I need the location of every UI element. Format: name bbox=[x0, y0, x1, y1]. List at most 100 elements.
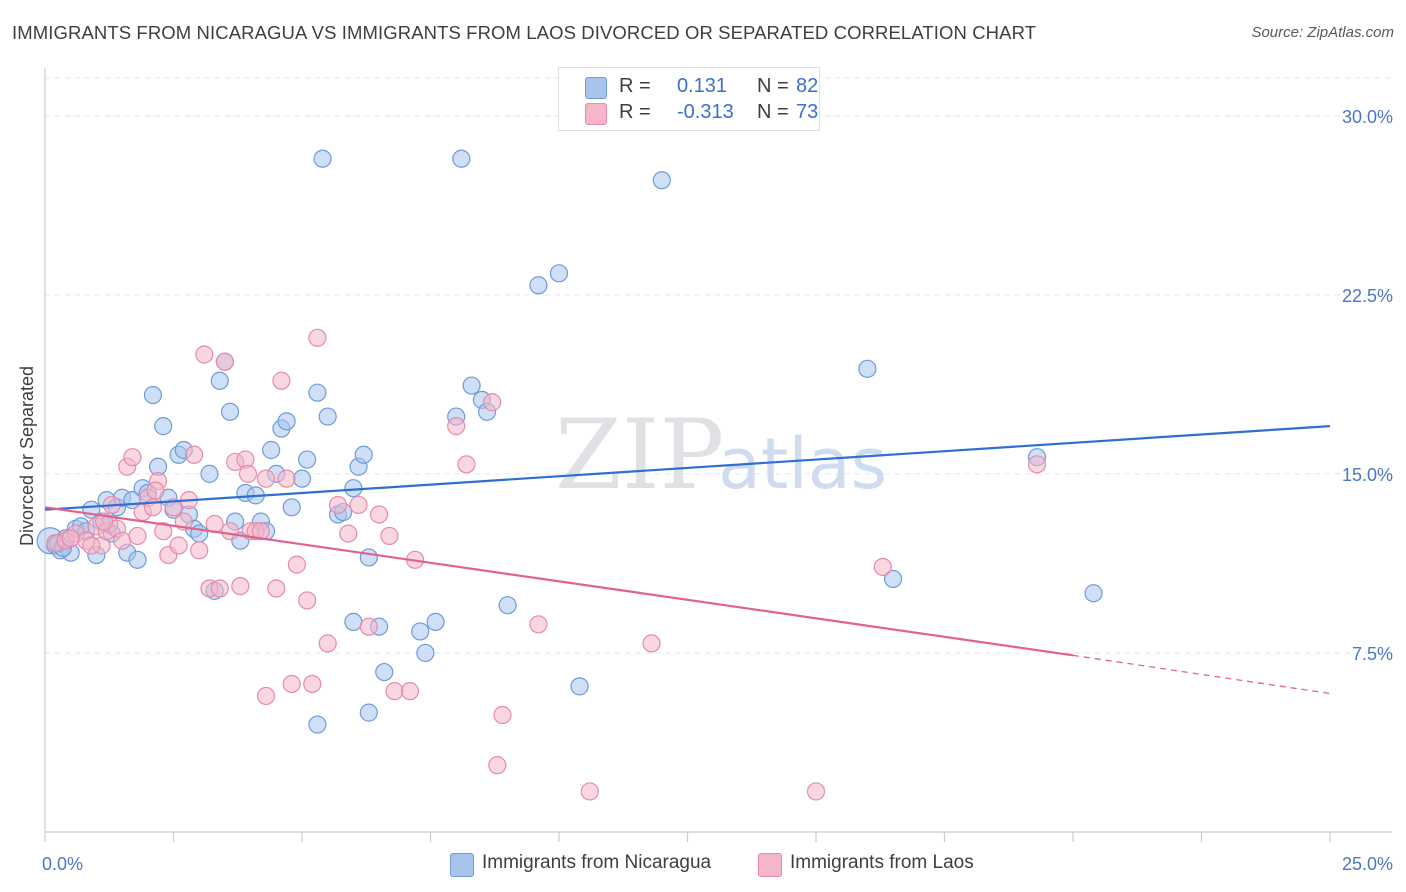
data-point bbox=[123, 448, 142, 467]
data-point bbox=[580, 782, 599, 801]
data-point bbox=[462, 376, 481, 395]
data-point bbox=[642, 634, 661, 653]
data-point bbox=[375, 662, 394, 682]
data-point bbox=[529, 276, 548, 295]
legend-swatch-laos bbox=[585, 103, 607, 125]
x-tick-label: 25.0% bbox=[1342, 854, 1393, 874]
data-point bbox=[570, 677, 589, 696]
data-point bbox=[210, 579, 229, 598]
data-point bbox=[1084, 584, 1103, 603]
legend-swatch-laos bbox=[758, 853, 782, 877]
data-point bbox=[200, 464, 219, 483]
legend-swatch-nicaragua bbox=[450, 853, 474, 877]
legend-n-value: 82 bbox=[796, 75, 819, 97]
data-point bbox=[498, 596, 517, 615]
data-point bbox=[220, 402, 240, 421]
data-point bbox=[416, 643, 435, 663]
legend-label-nicaragua: Immigrants from Nicaragua bbox=[482, 852, 712, 873]
data-point bbox=[215, 352, 234, 371]
data-point bbox=[262, 440, 281, 460]
data-point bbox=[128, 526, 147, 546]
data-point bbox=[318, 634, 337, 653]
series-laos-points bbox=[46, 328, 1047, 801]
data-point bbox=[380, 526, 399, 546]
legend-r-value: 0.131 bbox=[677, 75, 728, 97]
data-point bbox=[339, 524, 358, 543]
data-point bbox=[806, 782, 826, 801]
legend-swatch-nicaragua bbox=[585, 77, 607, 99]
legend-n-label: N = bbox=[757, 101, 789, 123]
data-point bbox=[549, 264, 569, 283]
data-point bbox=[483, 393, 502, 412]
source-label: Source: ZipAtlas.com bbox=[1251, 24, 1394, 41]
data-point bbox=[385, 682, 404, 701]
data-point bbox=[426, 612, 445, 632]
y-tick-label: 15.0% bbox=[1342, 465, 1393, 485]
data-point bbox=[370, 505, 389, 524]
data-point bbox=[344, 612, 363, 632]
data-point bbox=[349, 495, 368, 515]
data-point bbox=[195, 345, 214, 364]
watermark-zip: ZIP bbox=[555, 399, 724, 511]
data-point bbox=[359, 703, 378, 722]
data-point bbox=[282, 674, 301, 694]
data-point bbox=[883, 569, 903, 589]
data-point bbox=[82, 536, 101, 555]
data-point bbox=[359, 617, 378, 636]
data-point bbox=[231, 576, 250, 596]
data-point bbox=[220, 522, 240, 541]
data-point bbox=[143, 385, 163, 405]
axes bbox=[44, 68, 1392, 842]
grid-lines bbox=[45, 77, 1392, 654]
data-point bbox=[298, 591, 317, 610]
data-point bbox=[411, 622, 430, 641]
y-tick-label: 7.5% bbox=[1352, 644, 1393, 664]
data-point bbox=[308, 328, 327, 347]
data-point bbox=[328, 495, 348, 515]
data-point bbox=[164, 498, 183, 517]
data-point bbox=[318, 407, 337, 426]
data-point bbox=[154, 522, 173, 541]
data-point bbox=[308, 383, 327, 402]
data-point bbox=[112, 531, 132, 550]
data-point bbox=[287, 555, 306, 574]
watermark: ZIP atlas bbox=[555, 399, 887, 511]
data-point bbox=[298, 450, 317, 469]
legend-label-laos: Immigrants from Laos bbox=[790, 852, 974, 873]
data-point bbox=[354, 445, 373, 464]
data-point bbox=[1027, 455, 1047, 474]
legend-r-value: -0.313 bbox=[677, 101, 734, 123]
x-tick-label: 0.0% bbox=[42, 854, 83, 874]
data-point bbox=[313, 149, 332, 168]
data-point bbox=[447, 417, 466, 436]
data-point bbox=[128, 550, 147, 569]
data-point bbox=[529, 615, 548, 634]
y-tick-label: 22.5% bbox=[1342, 286, 1393, 306]
data-point bbox=[277, 469, 296, 488]
data-point bbox=[184, 445, 204, 464]
trend-line-laos-extension bbox=[1072, 654, 1331, 695]
data-point bbox=[457, 455, 476, 474]
y-tick-label: 30.0% bbox=[1342, 107, 1393, 127]
data-point bbox=[873, 557, 892, 577]
correlation-legend: R = 0.131 N = 82 R = -0.313 N = 73 bbox=[558, 67, 820, 131]
data-point bbox=[277, 412, 296, 431]
data-point bbox=[251, 522, 270, 541]
y-axis-label: Divorced or Separated bbox=[17, 366, 37, 546]
data-point bbox=[308, 715, 327, 734]
data-point bbox=[61, 529, 80, 548]
data-point bbox=[272, 371, 291, 390]
data-point bbox=[400, 682, 420, 701]
data-point bbox=[452, 149, 471, 168]
legend-r-label: R = bbox=[619, 101, 651, 123]
data-point bbox=[652, 171, 671, 190]
data-point bbox=[488, 756, 507, 775]
tick-labels: 7.5% 15.0% 22.5% 30.0% 0.0% 25.0% bbox=[42, 107, 1393, 874]
data-point bbox=[210, 371, 229, 390]
data-point bbox=[169, 536, 188, 555]
trend-line-nicaragua bbox=[44, 425, 1331, 511]
legend-r-label: R = bbox=[619, 75, 651, 97]
data-point bbox=[238, 464, 258, 483]
data-point bbox=[267, 579, 286, 598]
